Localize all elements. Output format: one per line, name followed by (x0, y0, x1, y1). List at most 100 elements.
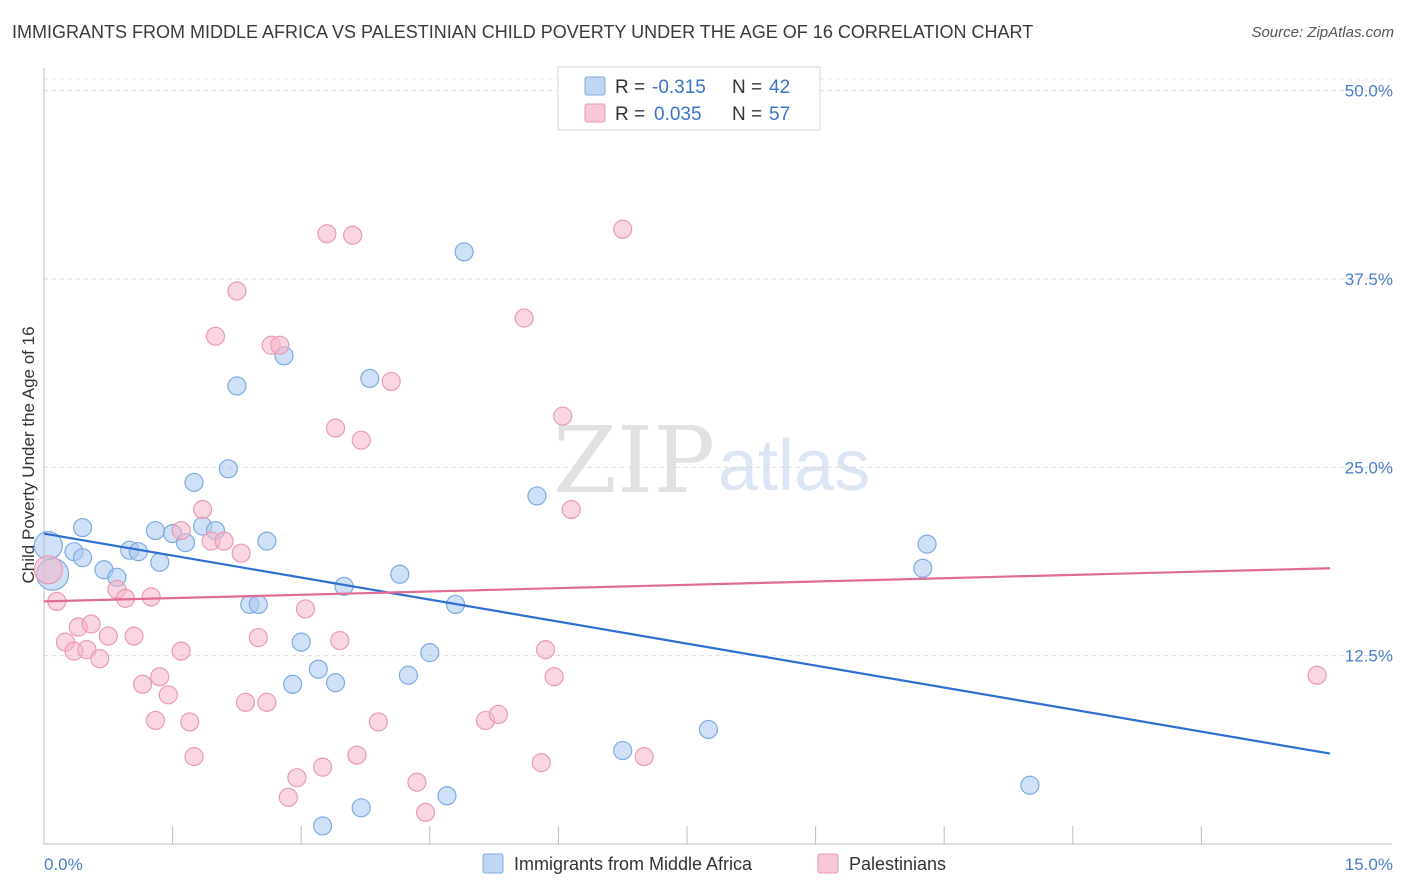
legend-label-middle-africa: Immigrants from Middle Africa (514, 854, 753, 874)
data-point (407, 772, 427, 792)
data-point (90, 649, 110, 669)
data-point (308, 659, 328, 679)
data-point (351, 798, 371, 818)
data-point (1020, 775, 1040, 795)
y-axis-title: Child Poverty Under the Age of 16 (19, 326, 38, 583)
series-palestinians-points (33, 219, 1327, 822)
x-tick-label: 15.0% (1345, 855, 1393, 874)
data-point (141, 587, 161, 607)
trend-line-middle-africa (43, 532, 1331, 755)
data-point (360, 368, 380, 388)
watermark: ZIP atlas (553, 407, 870, 514)
data-point (437, 786, 457, 806)
data-point (330, 630, 350, 651)
data-point (1307, 665, 1327, 685)
data-point (390, 564, 410, 584)
data-point (381, 371, 401, 392)
x-tick-label: 0.0% (44, 855, 83, 874)
data-point (150, 667, 170, 687)
data-point (145, 520, 166, 541)
data-point (514, 308, 534, 328)
data-point (171, 641, 191, 661)
axes (43, 68, 1392, 845)
data-point (613, 740, 633, 761)
data-point (193, 499, 213, 520)
legend: Immigrants from Middle Africa Palestinia… (482, 853, 946, 874)
data-point (81, 614, 101, 634)
data-point (257, 692, 277, 712)
data-point (351, 430, 371, 450)
data-point (287, 768, 307, 788)
data-point (291, 632, 311, 652)
data-point (72, 548, 93, 568)
data-point (124, 626, 144, 646)
data-point (313, 757, 333, 777)
stats-r-label: R = (615, 104, 645, 125)
data-point (325, 418, 346, 438)
y-tick-label: 50.0% (1345, 82, 1393, 101)
data-point (613, 219, 633, 239)
source-credit: Source: ZipAtlas.com (1251, 24, 1394, 41)
stats-box: R = -0.315 N = 42 R = 0.035 N = 57 (557, 66, 821, 131)
stats-swatch-middle-africa (584, 76, 606, 96)
legend-label-palestinians: Palestinians (849, 854, 946, 874)
data-point (553, 406, 573, 426)
data-point (343, 225, 363, 245)
data-point (278, 787, 298, 807)
data-point (227, 376, 247, 396)
data-point (132, 674, 153, 694)
data-point (257, 531, 277, 551)
data-point (218, 459, 238, 479)
data-point (231, 543, 251, 563)
legend-swatch-middle-africa (482, 853, 504, 874)
x-tick-labels: 0.0% 15.0% (44, 855, 1393, 874)
data-point (248, 594, 268, 615)
data-point (347, 745, 367, 765)
data-point (150, 552, 170, 572)
data-point (531, 753, 551, 773)
data-point (227, 281, 247, 301)
data-point (184, 472, 204, 492)
y-tick-label: 25.0% (1345, 458, 1393, 477)
data-point (415, 802, 436, 822)
data-point (248, 627, 268, 648)
data-point (205, 326, 226, 346)
data-point (561, 499, 581, 520)
data-point (145, 710, 166, 731)
y-tick-label: 12.5% (1345, 647, 1393, 666)
data-point (317, 224, 337, 244)
data-point (180, 712, 200, 732)
stats-r-value: -0.315 (652, 77, 706, 98)
data-point (270, 335, 290, 355)
data-point (98, 626, 118, 646)
y-tick-labels: 12.5% 25.0% 37.5% 50.0% (1345, 82, 1393, 666)
trend-line-palestinians (43, 567, 1331, 603)
chart-title: IMMIGRANTS FROM MIDDLE AFRICA VS PALESTI… (12, 22, 1034, 42)
data-point (913, 558, 933, 578)
stats-n-label: N = (732, 77, 762, 98)
stats-n-value: 42 (769, 77, 790, 98)
data-point (527, 486, 547, 506)
stats-n-label: N = (732, 104, 762, 125)
data-point (420, 643, 440, 663)
stats-r-value: 0.035 (654, 104, 702, 125)
data-point (33, 555, 63, 585)
data-point (313, 816, 333, 836)
stats-r-label: R = (615, 77, 645, 98)
data-point (698, 719, 719, 740)
data-point (535, 640, 556, 660)
watermark-atlas: atlas (718, 426, 870, 506)
legend-swatch-palestinians (817, 853, 839, 874)
data-point (368, 712, 388, 732)
data-point (283, 674, 303, 694)
data-point (171, 520, 191, 541)
data-point (325, 673, 346, 693)
stats-n-value: 57 (769, 104, 790, 125)
data-point (454, 242, 474, 262)
data-point (72, 517, 93, 538)
data-point (634, 747, 654, 767)
data-point (917, 534, 937, 554)
data-point (235, 692, 256, 712)
y-tick-label: 37.5% (1345, 270, 1393, 289)
